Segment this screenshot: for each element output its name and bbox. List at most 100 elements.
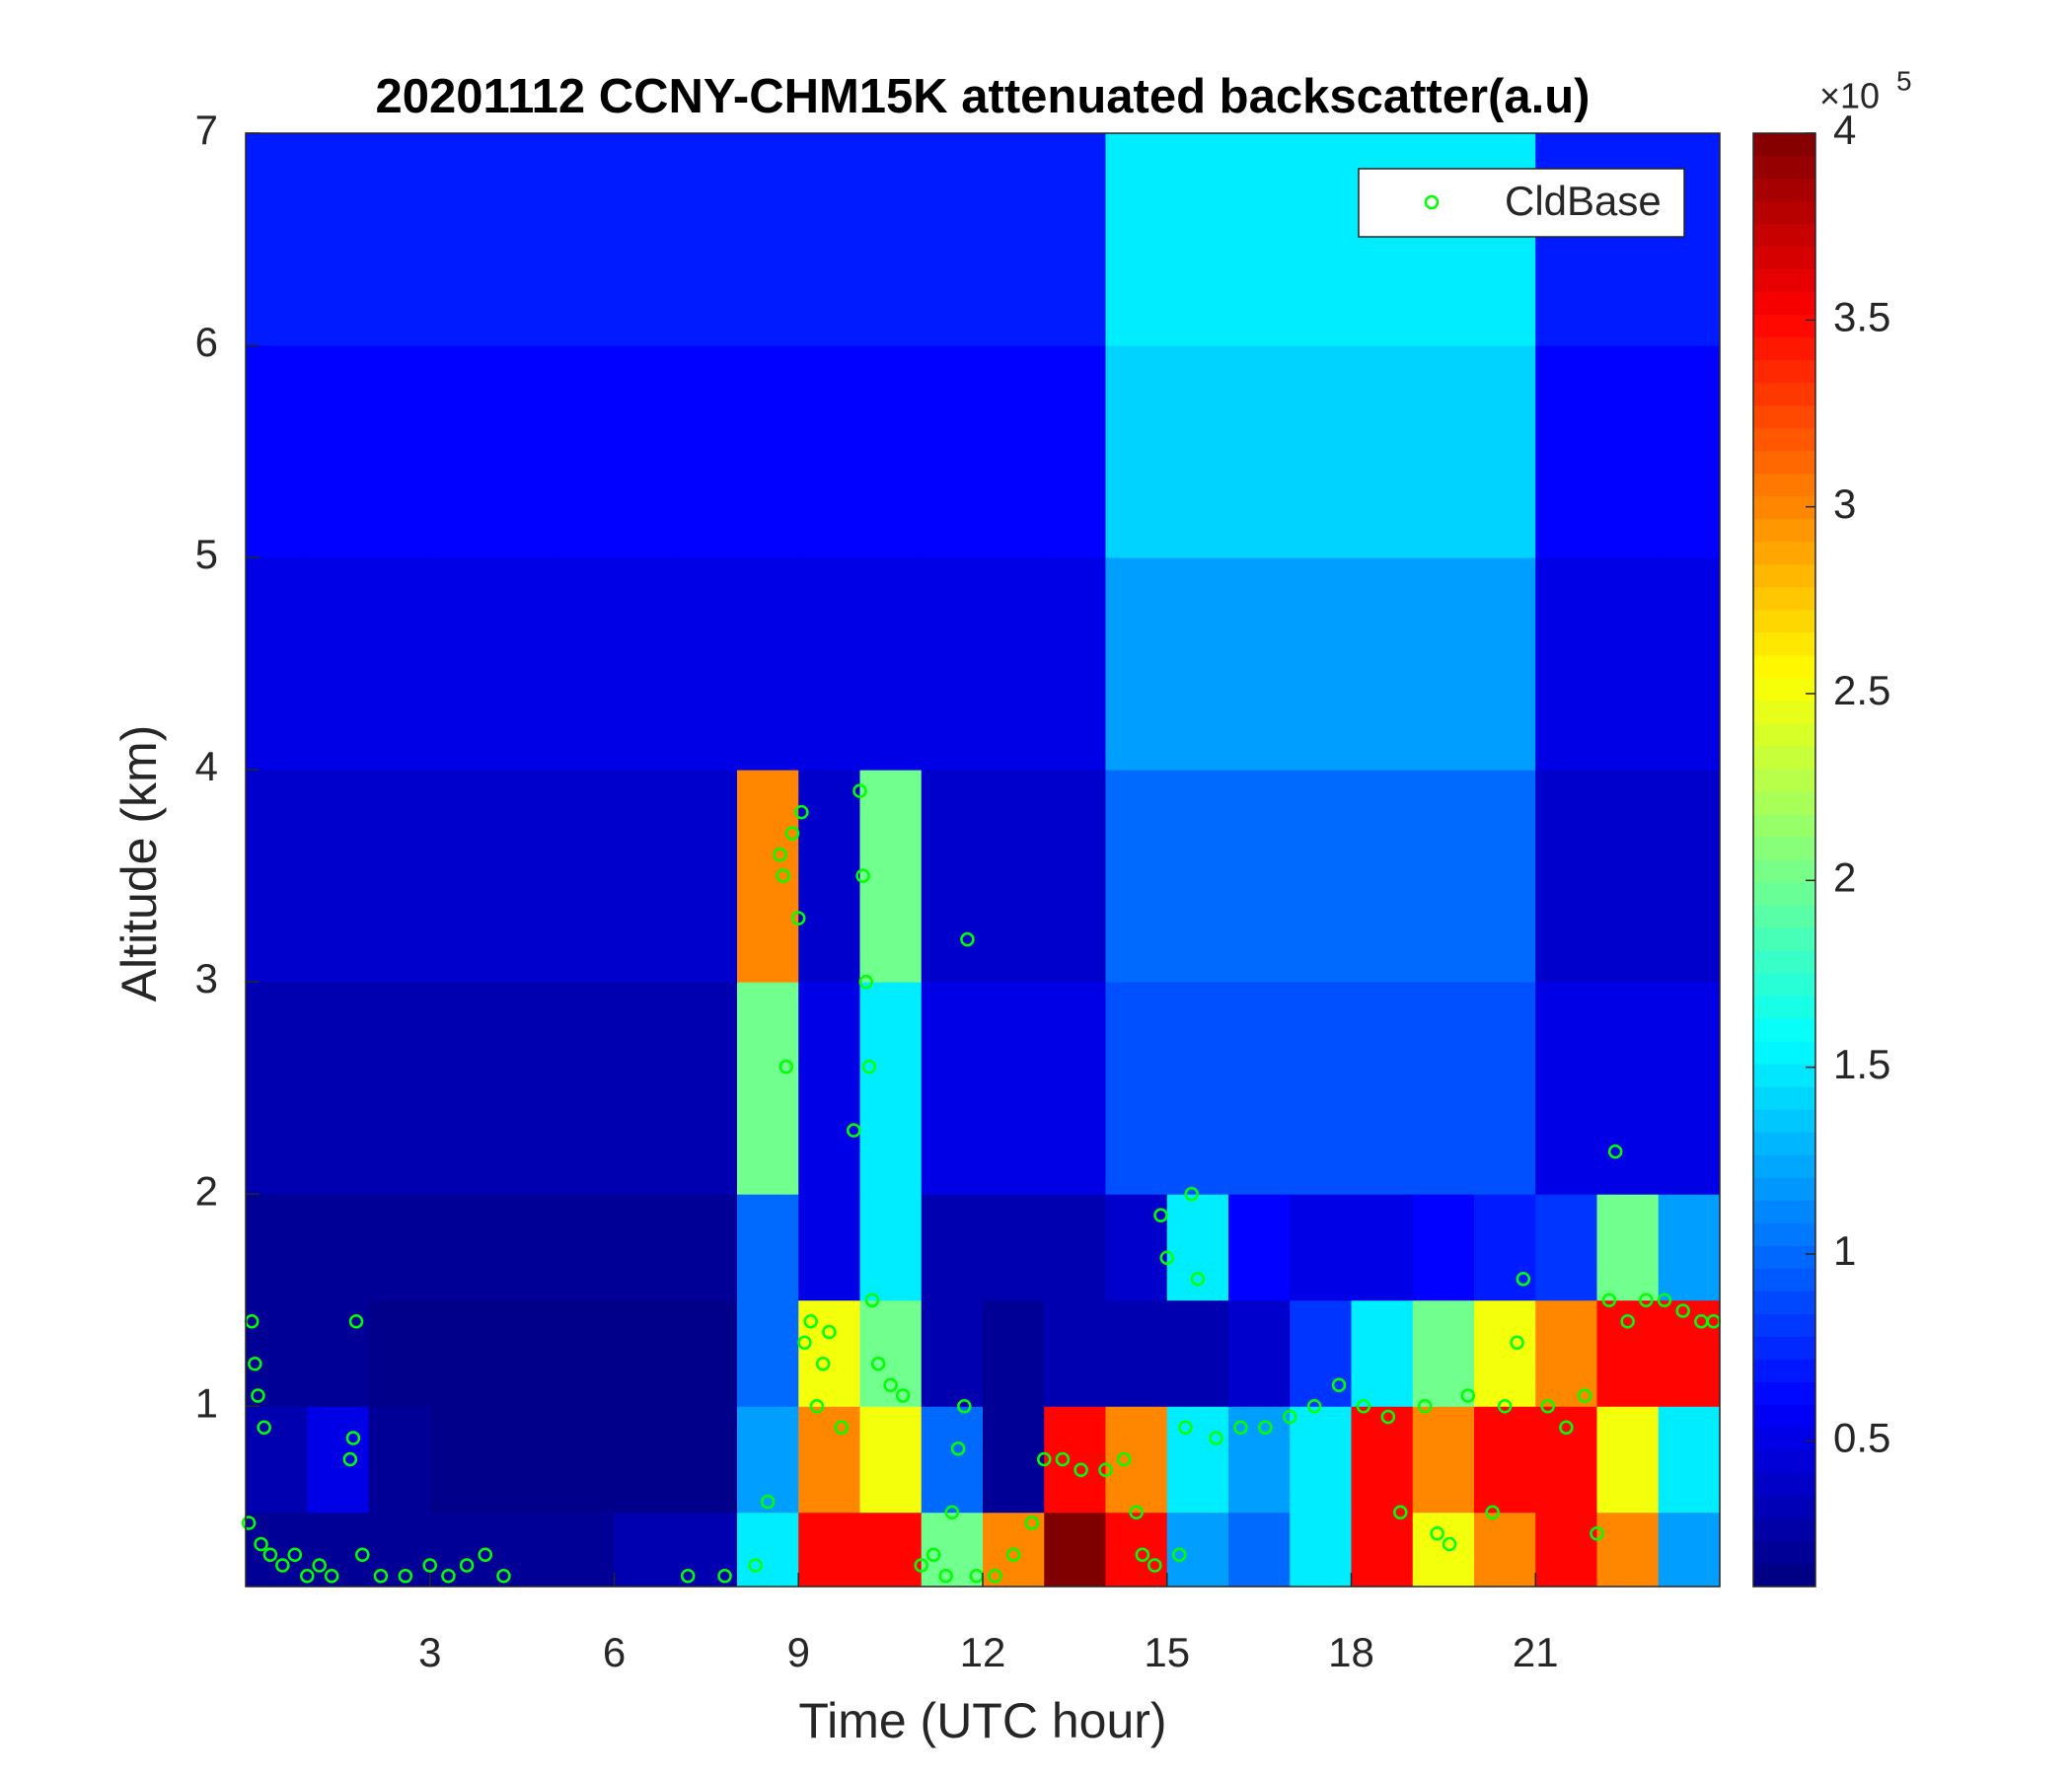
- heatmap-cell: [1290, 133, 1352, 346]
- heatmap-cell: [675, 1299, 738, 1407]
- cloud-base-point: [1657, 1293, 1672, 1307]
- heatmap-cell: [1412, 1194, 1475, 1301]
- x-axis-label: Time (UTC hour): [798, 1693, 1166, 1748]
- heatmap-cell: [614, 1406, 677, 1514]
- x-tick-label: 21: [1513, 1629, 1559, 1675]
- colorbar-swatch: [1753, 1517, 1815, 1542]
- heatmap-cell: [553, 133, 615, 346]
- cloud-base-point: [1098, 1462, 1113, 1477]
- heatmap-cell: [429, 1299, 492, 1407]
- cloud-base-point: [883, 1377, 898, 1392]
- heatmap-cell: [553, 345, 615, 558]
- cloud-base-point: [1147, 1558, 1162, 1573]
- cloud-base-point: [1577, 1388, 1592, 1403]
- colorbar-swatch: [1753, 247, 1815, 270]
- cloud-base-point: [1393, 1505, 1408, 1519]
- heatmap-cell: [1596, 770, 1660, 983]
- heatmap-cell: [1166, 770, 1229, 983]
- heatmap-cell: [921, 1406, 984, 1514]
- heatmap-cell: [798, 1299, 860, 1407]
- cloud-base-point: [797, 1335, 812, 1350]
- colorbar-frame: [1752, 132, 1816, 1588]
- heatmap-cell: [429, 982, 492, 1195]
- cloud-base-point: [861, 1059, 877, 1074]
- heatmap-cell: [859, 557, 923, 771]
- heatmap-cell: [491, 1194, 554, 1301]
- heatmap-cell: [798, 1512, 860, 1588]
- heatmap-cell: [491, 557, 554, 771]
- heatmap-cell: [1351, 1406, 1414, 1514]
- heatmap-cell: [1351, 345, 1414, 558]
- heatmap-cell: [1290, 982, 1352, 1195]
- colorbar-swatch: [1753, 1018, 1815, 1043]
- heatmap-cell: [246, 1194, 308, 1301]
- heatmap-cell: [429, 557, 492, 771]
- colorbar-swatch: [1753, 519, 1815, 543]
- colorbar-swatch: [1753, 1540, 1815, 1565]
- heatmap-cell: [921, 1194, 984, 1301]
- heatmap-cell: [1228, 557, 1291, 771]
- heatmap-cell: [1596, 1406, 1660, 1514]
- heatmap-cell: [1166, 1194, 1229, 1301]
- heatmap-cell: [737, 982, 799, 1195]
- cloud-base-point: [1675, 1303, 1690, 1318]
- colorbar-swatch: [1753, 496, 1815, 520]
- heatmap-cell: [737, 1512, 799, 1588]
- cloud-base-point: [1485, 1505, 1500, 1519]
- heatmap-cell: [1412, 982, 1475, 1195]
- colorbar-swatch: [1753, 1154, 1815, 1179]
- heatmap-cell: [1412, 133, 1475, 346]
- colorbar-swatch: [1753, 156, 1815, 180]
- heatmap-cell: [1596, 1194, 1660, 1301]
- heatmap-cell: [1290, 1194, 1352, 1301]
- heatmap-cell: [368, 1194, 431, 1301]
- heatmap-cell: [1474, 770, 1536, 983]
- cloud-base-point: [1116, 1451, 1132, 1467]
- heatmap-cell: [798, 1406, 860, 1514]
- colorbar-swatch: [1753, 1472, 1815, 1497]
- heatmap-cell: [1290, 1512, 1352, 1588]
- heatmap-cell: [921, 1299, 984, 1407]
- heatmap-cell: [1658, 557, 1721, 771]
- heatmap-cell: [921, 982, 984, 1195]
- heatmap-cell: [1474, 1194, 1536, 1301]
- heatmap-cell: [1412, 1512, 1475, 1588]
- colorbar-tick-label: 2.5: [1833, 667, 1890, 713]
- colorbar-tick-label: 1.5: [1833, 1041, 1890, 1087]
- heatmap-cell: [307, 133, 369, 346]
- heatmap-cell: [1535, 557, 1597, 771]
- heatmap-cell: [368, 770, 431, 983]
- heatmap-cell: [1044, 770, 1106, 983]
- heatmap-cell: [983, 770, 1045, 983]
- heatmap-cell: [491, 1512, 554, 1588]
- colorbar-swatch: [1753, 179, 1815, 202]
- heatmap-cell: [1228, 982, 1291, 1195]
- x-tick-label: 3: [418, 1629, 441, 1675]
- heatmap-cell: [1658, 133, 1721, 346]
- heatmap-cell: [675, 982, 738, 1195]
- heatmap-cell: [553, 1194, 615, 1301]
- colorbar-swatch: [1753, 383, 1815, 407]
- heatmap-cell: [1105, 770, 1168, 983]
- cloud-base-point: [855, 868, 870, 883]
- heatmap-cell: [1105, 133, 1168, 346]
- cloud-base-point: [914, 1558, 928, 1573]
- cloud-base-point: [1559, 1420, 1574, 1435]
- legend-marker: [1424, 194, 1440, 210]
- y-axis-label: Altitude (km): [111, 725, 167, 1002]
- heatmap-cell: [307, 557, 369, 771]
- colorbar-swatch: [1753, 315, 1815, 338]
- colorbar-swatch: [1753, 769, 1815, 792]
- heatmap-cell: [983, 345, 1045, 558]
- heatmap-cell: [737, 557, 799, 771]
- cloud-base-point: [1178, 1420, 1193, 1435]
- cloud-base-point: [1601, 1293, 1617, 1307]
- heatmap-cell: [1105, 982, 1168, 1195]
- heatmap-cell: [1105, 1299, 1168, 1407]
- legend-box: [1358, 168, 1685, 238]
- heatmap-cell: [1044, 1194, 1106, 1301]
- colorbar-swatch: [1753, 973, 1815, 998]
- cloud-base-point: [1306, 1398, 1322, 1414]
- legend-label: CldBase: [1505, 178, 1662, 224]
- heatmap-cell: [1412, 1406, 1475, 1514]
